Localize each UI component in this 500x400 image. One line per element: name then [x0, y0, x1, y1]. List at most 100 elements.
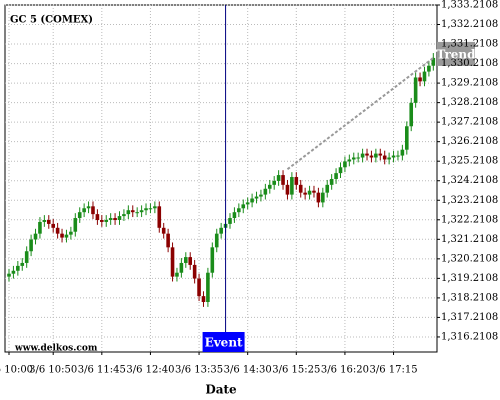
candle-body: [38, 221, 42, 234]
candle-body: [267, 184, 272, 189]
candle-body: [130, 210, 135, 213]
candle-body: [184, 257, 188, 263]
candle-body: [60, 233, 64, 238]
candle-body: [11, 270, 16, 274]
candle-body: [431, 57, 436, 66]
candles: [7, 53, 436, 307]
candle-body: [144, 208, 148, 211]
candle-body: [418, 77, 422, 82]
y-tick-label: 1,331.2108: [441, 39, 498, 50]
candle-body: [77, 212, 82, 219]
candle-body: [7, 273, 11, 277]
candle-body: [42, 219, 47, 222]
candle-body: [316, 192, 321, 203]
candle-body: [122, 214, 126, 217]
y-tick-label: 1,333.2108: [441, 0, 498, 10]
y-tick-label: 1,319.2108: [441, 273, 498, 284]
candle-body: [148, 208, 153, 210]
candle-body: [170, 247, 175, 277]
x-tick-label: 3/6 12:40: [126, 365, 174, 376]
x-axis-label: Date: [205, 383, 237, 397]
candle-body: [245, 202, 250, 205]
candle-body: [343, 161, 347, 168]
candle-body: [294, 177, 299, 185]
candle-body: [237, 208, 241, 213]
candle-body: [391, 155, 396, 158]
candle-body: [139, 210, 144, 213]
candle-body: [113, 218, 117, 220]
y-tick-label: 1,322.2108: [441, 214, 498, 225]
candle-body: [166, 233, 170, 248]
candle-body: [64, 234, 69, 238]
candle-body: [241, 204, 246, 209]
grid: [5, 4, 440, 355]
candle-body: [347, 159, 352, 162]
candle-body: [214, 233, 219, 248]
y-tick-label: 1,316.2108: [441, 331, 498, 342]
x-tick-label: 3/6 10:00: [0, 365, 33, 376]
y-tick-label: 1,321.2108: [441, 234, 498, 245]
candle-body: [161, 227, 166, 234]
candle-body: [329, 178, 334, 185]
candle-body: [254, 196, 259, 199]
candle-body: [413, 77, 418, 103]
x-tick-label: 3/6 11:45: [78, 365, 126, 376]
candle-body: [422, 71, 427, 82]
candle-body: [250, 198, 254, 203]
candle-body: [272, 180, 276, 185]
candle-body: [46, 219, 51, 224]
candle-body: [369, 155, 374, 158]
candle-body: [351, 157, 356, 160]
candle-body: [175, 272, 179, 277]
candle-body: [374, 153, 378, 158]
y-tick-label: 1,323.2108: [441, 195, 498, 206]
candle-body: [29, 239, 33, 252]
y-tick-label: 1,317.2108: [441, 312, 498, 323]
candle-body: [312, 190, 316, 193]
overlay: Event Trend: [202, 5, 476, 352]
candle-body: [232, 212, 237, 219]
candle-body: [135, 212, 139, 214]
candle-body: [188, 257, 193, 265]
y-tick-label: 1,326.2108: [441, 136, 498, 147]
candle-body: [86, 206, 91, 209]
x-tick-label: 3/6 17:15: [369, 365, 417, 376]
y-tick-label: 1,325.2108: [441, 156, 498, 167]
candle-body: [24, 251, 29, 263]
candle-body: [126, 210, 131, 215]
candle-body: [427, 65, 431, 72]
candle-body: [55, 227, 60, 234]
candle-body: [192, 264, 197, 279]
candle-body: [108, 218, 113, 220]
candle-body: [100, 219, 104, 222]
candle-body: [298, 184, 303, 193]
candle-body: [365, 153, 369, 156]
candle-body: [405, 126, 409, 150]
y-tick-label: 1,318.2108: [441, 292, 498, 303]
event-label: Event: [205, 336, 243, 350]
trend-label: Trend: [436, 47, 476, 61]
x-tick-label: 3/6 10:50: [29, 365, 77, 376]
candle-body: [378, 153, 383, 156]
y-tick-label: 1,329.2108: [441, 78, 498, 89]
candle-body: [334, 173, 338, 179]
watermark: www.delkos.com: [14, 344, 98, 354]
x-tick-label: 3/6 14:30: [224, 365, 272, 376]
candle-body: [20, 262, 25, 266]
trend-line: [286, 57, 434, 171]
candle-body: [396, 155, 400, 157]
candle-body: [117, 216, 122, 220]
y-tick-label: 1,320.2108: [441, 253, 498, 264]
x-tick-label: 3/6 13:35: [175, 365, 223, 376]
candle-body: [409, 102, 414, 127]
candle-body: [259, 194, 263, 197]
x-tick-label: 3/6 15:25: [272, 365, 320, 376]
candle-body: [303, 192, 307, 195]
candle-body: [281, 175, 285, 185]
candle-body: [276, 175, 281, 181]
candle-body: [321, 192, 325, 203]
candle-body: [69, 231, 73, 235]
candle-body: [210, 247, 215, 273]
